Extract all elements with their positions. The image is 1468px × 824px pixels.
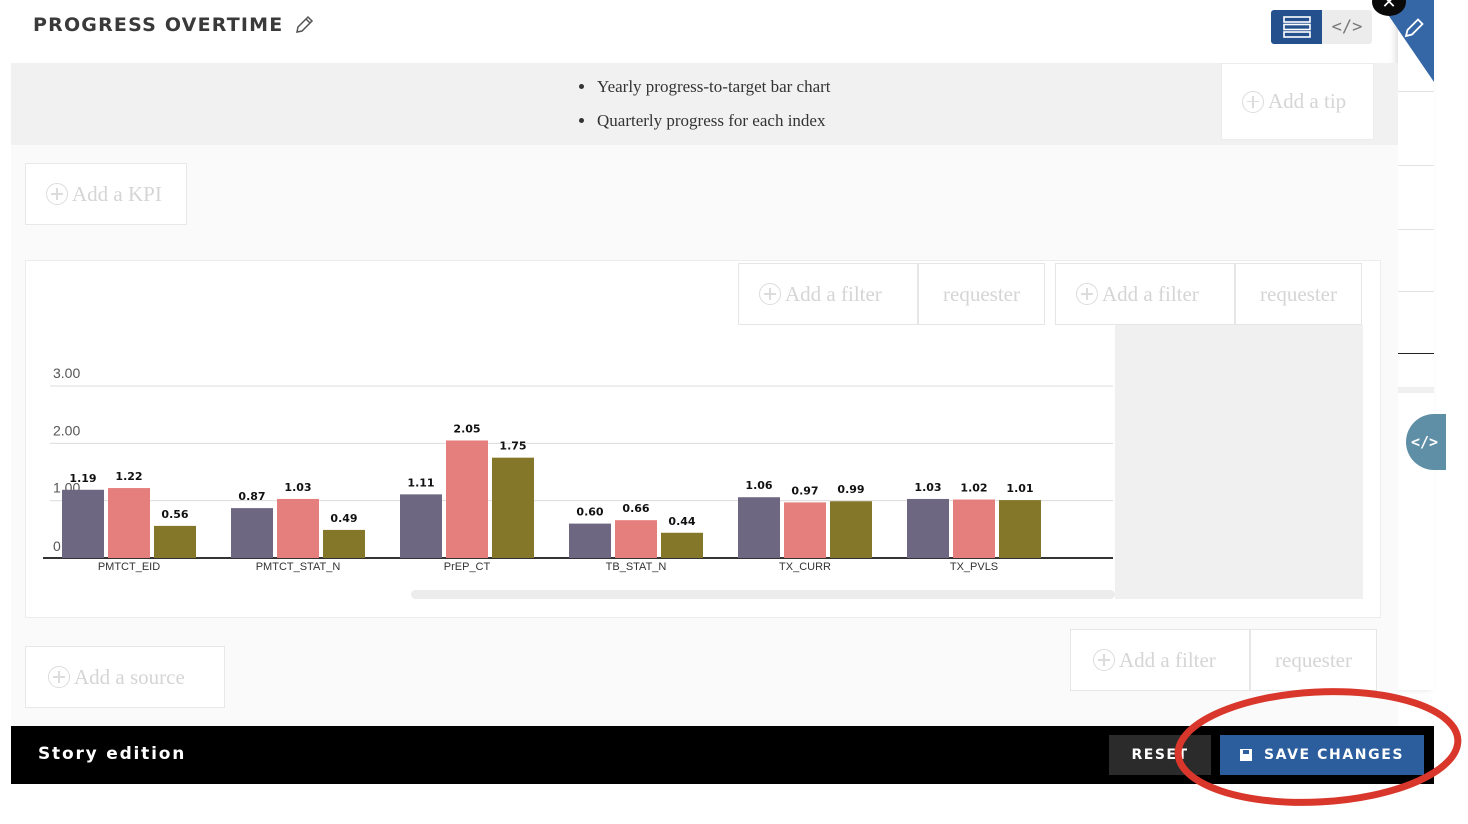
reset-button[interactable]: RESET [1109,735,1211,775]
pencil-icon [1404,18,1424,38]
bar[interactable] [999,500,1041,558]
add-filter-button[interactable]: Add a filter [1055,263,1235,325]
data-label: 0.87 [238,490,265,503]
bar[interactable] [154,525,196,558]
bar[interactable] [738,497,780,558]
bar[interactable] [661,532,703,558]
layout-rows-icon [1282,16,1311,38]
data-label: 1.22 [115,470,142,483]
requester-button[interactable]: requester [1235,263,1362,325]
data-label: 1.02 [960,482,987,495]
requester-button[interactable]: requester [918,263,1045,325]
x-tick-label: TB_STAT_N [606,561,667,573]
x-tick-label: PMTCT_STAT_N [256,561,341,573]
y-tick-label: 3.00 [53,365,80,381]
data-label: 0.66 [622,502,649,515]
chart-scrollbar[interactable] [411,590,1115,599]
bar[interactable] [907,498,949,558]
data-label: 0.60 [576,506,603,519]
add-filter-button[interactable]: Add a filter [738,263,918,325]
edit-title-pencil-icon[interactable] [293,14,315,36]
side-panel [1398,0,1434,690]
filter-group: Add a filter requester [1070,629,1377,691]
save-changes-button[interactable]: SAVE CHANGES [1220,735,1424,775]
data-label: 1.11 [407,476,434,489]
floppy-disk-icon [1239,749,1252,761]
plus-circle-icon [48,666,70,688]
description-bullet: Yearly progress-to-target bar chart [579,77,831,97]
footer-label: Story edition [38,744,187,764]
code-toggle-icon[interactable]: </> [1406,414,1446,470]
data-label: 0.97 [791,484,818,497]
save-changes-label: SAVE CHANGES [1263,747,1405,763]
plus-circle-icon [1242,90,1264,113]
bar[interactable] [492,457,534,558]
y-tick-label: 0 [53,538,61,554]
plus-circle-icon [1093,649,1115,671]
add-kpi-button[interactable]: Add a KPI [25,163,187,225]
filter-group: Add a filter requester [738,263,1045,325]
bar[interactable] [953,499,995,558]
bar[interactable] [323,529,365,558]
data-label: 2.05 [453,422,480,435]
bar[interactable] [830,501,872,558]
add-source-button[interactable]: Add a source [25,646,225,708]
add-filter-button[interactable]: Add a filter [1070,629,1250,691]
bar[interactable] [569,523,611,558]
x-tick-label: TX_PVLS [950,561,998,573]
data-label: 0.56 [161,508,188,521]
bar[interactable] [108,488,150,558]
view-toggle: </> [1271,10,1372,44]
data-label: 1.19 [69,472,96,485]
description-band: Yearly progress-to-target bar chart Quar… [11,63,1398,145]
data-label: 1.75 [499,440,526,453]
data-label: 1.03 [914,481,941,494]
y-tick-label: 2.00 [53,422,80,438]
data-label: 0.44 [668,515,695,528]
code-view-button[interactable]: </> [1322,10,1372,44]
bar[interactable] [615,520,657,558]
description-bullet: Quarterly progress for each index [579,111,825,131]
plus-circle-icon [1076,283,1098,305]
plus-circle-icon [46,183,68,205]
data-label: 0.49 [330,512,357,525]
filter-group: Add a filter requester [1055,263,1362,325]
close-icon[interactable]: ✕ [1372,0,1406,16]
x-tick-label: PrEP_CT [444,561,491,573]
bar[interactable] [784,502,826,558]
data-label: 1.06 [745,479,772,492]
requester-button[interactable]: requester [1250,629,1377,691]
data-label: 0.99 [837,483,864,496]
layout-view-button[interactable] [1271,10,1322,44]
x-tick-label: TX_CURR [779,561,831,573]
data-label: 1.01 [1006,482,1033,495]
chart-side-pane [1115,325,1363,599]
add-tip-button[interactable]: Add a tip [1221,63,1374,140]
bar[interactable] [400,494,442,558]
bar[interactable] [62,489,104,558]
bar[interactable] [231,508,273,558]
bar[interactable] [277,498,319,558]
data-label: 1.03 [284,481,311,494]
bar[interactable] [446,440,488,558]
page-title: PROGRESS OVERTIME [33,14,284,36]
x-tick-label: PMTCT_EID [98,561,160,573]
plus-circle-icon [759,283,781,305]
edit-corner-tab[interactable] [1378,0,1434,82]
